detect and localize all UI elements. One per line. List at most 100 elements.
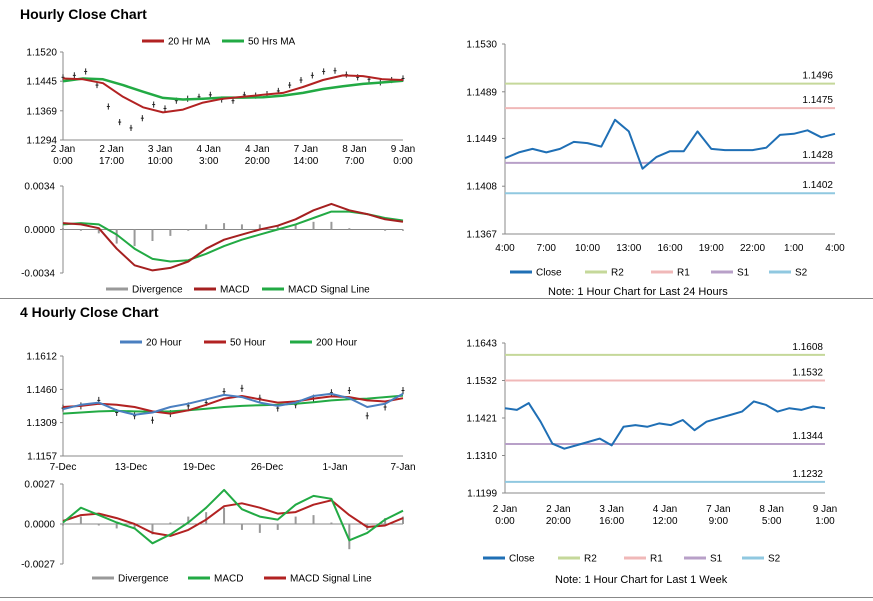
hourly-levels-level-label: 1.1402 bbox=[802, 180, 833, 191]
four-hourly-price-xtick-label: 13-Dec bbox=[115, 462, 147, 473]
hourly-price-xtick-label: 3 Jan bbox=[148, 144, 172, 155]
four-hourly-macd-signal-line bbox=[62, 499, 404, 537]
four-hourly-levels-ytick-label: 1.1199 bbox=[467, 489, 497, 500]
four-hourly-levels-xtick-label: 1:00 bbox=[815, 516, 835, 527]
four-hourly-levels-xtick-label: 3 Jan bbox=[599, 504, 623, 515]
four-hourly-levels-level-label: 1.1232 bbox=[792, 469, 823, 480]
hourly-macd-signal-line bbox=[62, 210, 404, 263]
hourly-price-ytick-label: 1.1294 bbox=[26, 136, 57, 147]
four-hourly-levels-xtick-label: 16:00 bbox=[599, 516, 624, 527]
hourly-ma20-line bbox=[62, 74, 404, 114]
four-hourly-price-xtick-label: 19-Dec bbox=[183, 462, 215, 473]
four-hourly-price-ytick-label: 1.1612 bbox=[26, 352, 57, 363]
four-hourly-price-ytick-label: 1.1460 bbox=[26, 385, 57, 396]
four-hourly-levels-xtick-label: 9:00 bbox=[709, 516, 729, 527]
hourly-levels-close-line bbox=[504, 118, 836, 170]
hourly-price-xtick-label: 7:00 bbox=[345, 156, 365, 167]
hourly-price-xtick-label: 2 Jan bbox=[99, 144, 123, 155]
hourly-price-xtick-label: 14:00 bbox=[293, 156, 318, 167]
hourly-levels-xtick-label: 4:00 bbox=[495, 243, 515, 254]
four-hourly-macd-legend-label: MACD Signal Line bbox=[290, 574, 372, 585]
hourly-levels-xtick-label: 13:00 bbox=[616, 243, 641, 254]
hourly-price-ytick-label: 1.1369 bbox=[26, 106, 57, 117]
hourly-macd-ytick-label: 0.0000 bbox=[24, 225, 55, 236]
hourly-macd-ytick-label: -0.0034 bbox=[21, 269, 55, 280]
hourly-levels-xtick-label: 16:00 bbox=[657, 243, 682, 254]
hourly-price-xtick-label: 8 Jan bbox=[342, 144, 366, 155]
four-hourly-levels-xtick-label: 2 Jan bbox=[493, 504, 517, 515]
hourly-section-title: Hourly Close Chart bbox=[20, 6, 147, 22]
hourly-price-ytick-label: 1.1520 bbox=[26, 48, 57, 59]
four-hourly-macd-line bbox=[62, 488, 404, 545]
four-hourly-levels-xtick-label: 12:00 bbox=[652, 516, 677, 527]
hourly-levels-legend-label: R1 bbox=[677, 268, 690, 279]
four-hourly-levels-xtick-label: 7 Jan bbox=[706, 504, 730, 515]
four-hourly-levels-xtick-label: 4 Jan bbox=[653, 504, 677, 515]
four-hourly-price-xtick-label: 7-Dec bbox=[50, 462, 77, 473]
four-hourly-levels-xtick-label: 0:00 bbox=[495, 516, 515, 527]
four-hourly-price-xtick-label: 26-Dec bbox=[251, 462, 283, 473]
four-hourly-levels-legend-label: S1 bbox=[710, 554, 723, 565]
four-hourly-levels-ytick-label: 1.1310 bbox=[466, 451, 497, 462]
hourly-levels-legend-label: S2 bbox=[795, 268, 808, 279]
four-hourly-section-title: 4 Hourly Close Chart bbox=[20, 304, 159, 320]
hourly-macd-line bbox=[62, 202, 404, 272]
hourly-price-xtick-label: 7 Jan bbox=[294, 144, 318, 155]
hourly-price-xtick-label: 17:00 bbox=[99, 156, 124, 167]
four-hourly-price-ytick-label: 1.1309 bbox=[26, 418, 57, 429]
four-hourly-levels-level-label: 1.1608 bbox=[792, 342, 823, 353]
hourly-levels-ytick-label: 1.1367 bbox=[466, 230, 497, 241]
four-hourly-levels-xtick-label: 5:00 bbox=[762, 516, 782, 527]
hourly-price-xtick-label: 0:00 bbox=[53, 156, 73, 167]
hourly-levels-legend-label: Close bbox=[536, 268, 562, 279]
hourly-macd-legend-label: Divergence bbox=[132, 285, 183, 296]
hourly-levels-ytick-label: 1.1449 bbox=[466, 134, 497, 145]
four-hourly-levels-ytick-label: 1.1421 bbox=[466, 414, 497, 425]
hourly-levels-ytick-label: 1.1408 bbox=[466, 182, 497, 193]
four-hourly-macd-ytick-label: 0.0000 bbox=[24, 520, 55, 531]
four-hourly-price-legend-label: 20 Hour bbox=[146, 338, 182, 349]
four-hourly-levels-legend-label: R2 bbox=[584, 554, 597, 565]
hourly-price-xtick-label: 2 Jan bbox=[51, 144, 75, 155]
four-hourly-levels-note: Note: 1 Hour Chart for Last 1 Week bbox=[555, 574, 728, 586]
four-hourly-price-xtick-label: 1-Jan bbox=[322, 462, 347, 473]
hourly-levels-level-label: 1.1496 bbox=[802, 71, 833, 82]
hourly-macd-legend-label: MACD Signal Line bbox=[288, 285, 370, 296]
four-hourly-macd-legend-label: MACD bbox=[214, 574, 243, 585]
hourly-levels-xtick-label: 10:00 bbox=[575, 243, 600, 254]
hourly-ma50-line bbox=[62, 77, 404, 101]
hourly-macd-legend-label: MACD bbox=[220, 285, 249, 296]
four-hourly-macd-ytick-label: 0.0027 bbox=[24, 480, 55, 491]
four-hourly-levels-ytick-label: 1.1643 bbox=[466, 339, 497, 350]
hourly-levels-xtick-label: 22:00 bbox=[740, 243, 765, 254]
hourly-price-xtick-label: 3:00 bbox=[199, 156, 219, 167]
four-hourly-macd-ytick-label: -0.0027 bbox=[21, 560, 55, 571]
four-hourly-levels-legend-label: S2 bbox=[768, 554, 781, 565]
four-hourly-levels-ytick-label: 1.1532 bbox=[466, 376, 497, 387]
hourly-price-xtick-label: 0:00 bbox=[393, 156, 413, 167]
four-hourly-macd-legend-label: Divergence bbox=[118, 574, 169, 585]
hourly-price-legend-label: 50 Hrs MA bbox=[248, 37, 296, 48]
four-hourly-price-xtick-label: 7-Jan bbox=[390, 462, 415, 473]
hourly-levels-legend-label: R2 bbox=[611, 268, 624, 279]
hourly-price-legend-label: 20 Hr MA bbox=[168, 37, 211, 48]
four-hourly-levels-xtick-label: 9 Jan bbox=[813, 504, 837, 515]
hourly-levels-xtick-label: 7:00 bbox=[537, 243, 557, 254]
four-hourly-price-ytick-label: 1.1157 bbox=[27, 452, 57, 463]
four-hourly-levels-close-line bbox=[504, 400, 826, 450]
four-hourly-levels-xtick-label: 2 Jan bbox=[546, 504, 570, 515]
hourly-price-ytick-label: 1.1445 bbox=[26, 77, 57, 88]
four-hourly-levels-legend-label: Close bbox=[509, 554, 535, 565]
hourly-levels-xtick-label: 19:00 bbox=[699, 243, 724, 254]
hourly-levels-legend-label: S1 bbox=[737, 268, 750, 279]
section-divider bbox=[0, 298, 873, 299]
bottom-divider bbox=[0, 597, 873, 598]
four-hourly-levels-xtick-label: 20:00 bbox=[546, 516, 571, 527]
hourly-price-xtick-label: 4 Jan bbox=[245, 144, 269, 155]
hourly-price-xtick-label: 9 Jan bbox=[391, 144, 415, 155]
hourly-levels-note: Note: 1 Hour Chart for Last 24 Hours bbox=[548, 286, 728, 298]
hourly-price-xtick-label: 4 Jan bbox=[196, 144, 220, 155]
hourly-macd-ytick-label: 0.0034 bbox=[24, 182, 55, 193]
four-hourly-price-legend-label: 200 Hour bbox=[316, 338, 358, 349]
